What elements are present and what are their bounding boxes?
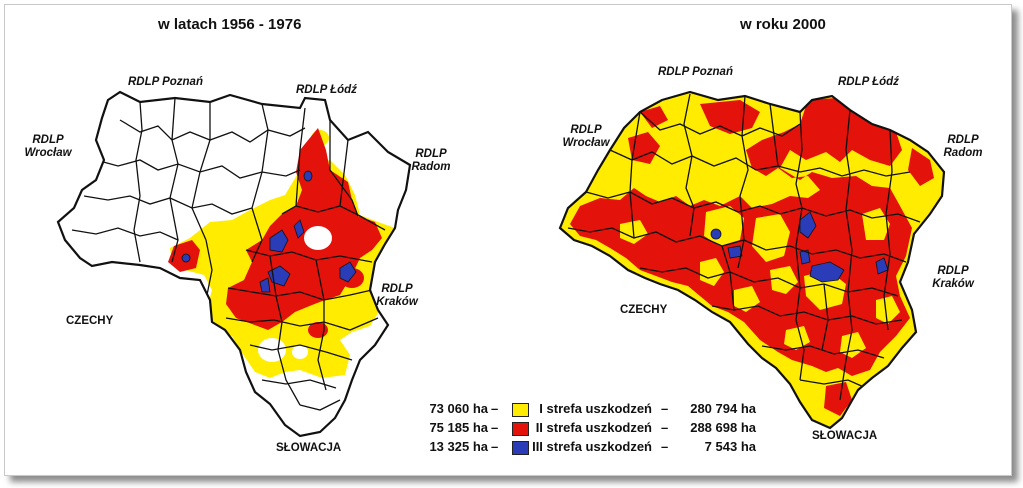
legend-row-zone-1: 73 060 ha – I strefa uszkodzeń – 280 794…: [384, 400, 784, 419]
legend-dash-left: –: [491, 439, 499, 454]
legend-zone-label: I strefa uszkodzeń: [539, 401, 652, 416]
legend-zone-label: II strefa uszkodzeń: [535, 420, 652, 435]
legend: 73 060 ha – I strefa uszkodzeń – 280 794…: [384, 400, 784, 457]
legend-dash-left: –: [491, 401, 499, 416]
legend-swatch-zone-3: [512, 441, 529, 455]
left-label-rdlp-wroclaw: RDLP Wrocław: [24, 134, 72, 159]
right-label-rdlp-krakow: RDLP Kraków: [932, 265, 974, 290]
left-label-rdlp-radom: RDLP Radom: [411, 148, 451, 173]
right-label-rdlp-radom: RDLP Radom: [943, 134, 983, 159]
legend-left-ha: 73 060 ha: [429, 401, 488, 416]
right-label-rdlp-poznan: RDLP Poznań: [658, 66, 733, 78]
left-label-rdlp-poznan: RDLP Poznań: [128, 76, 203, 88]
legend-left-ha: 75 185 ha: [429, 420, 488, 435]
right-label-rdlp-lodz: RDLP Łódź: [838, 76, 899, 88]
right-label-slowacja: SŁOWACJA: [812, 430, 878, 442]
right-label-rdlp-wroclaw: RDLP Wrocław: [562, 124, 610, 149]
legend-row-zone-3: 13 325 ha – III strefa uszkodzeń – 7 543…: [384, 438, 784, 457]
legend-dash-right: –: [661, 439, 669, 454]
left-map-title: w latach 1956 - 1976: [158, 16, 302, 33]
legend-right-ha: 288 698 ha: [690, 420, 756, 435]
legend-swatch-zone-2: [512, 422, 529, 436]
legend-swatch-zone-1: [512, 403, 529, 417]
legend-dash-left: –: [491, 420, 499, 435]
legend-dash-right: –: [661, 420, 669, 435]
right-label-czechy: CZECHY: [620, 304, 668, 316]
legend-row-zone-2: 75 185 ha – II strefa uszkodzeń – 288 69…: [384, 419, 784, 438]
legend-right-ha: 280 794 ha: [690, 401, 756, 416]
left-label-czechy: CZECHY: [66, 315, 114, 327]
legend-right-ha: 7 543 ha: [704, 439, 756, 454]
legend-dash-right: –: [661, 401, 669, 416]
legend-zone-label: III strefa uszkodzeń: [532, 439, 652, 454]
left-label-rdlp-krakow: RDLP Kraków: [376, 283, 418, 308]
left-label-slowacja: SŁOWACJA: [276, 442, 342, 454]
left-label-rdlp-lodz: RDLP Łódź: [296, 84, 357, 96]
right-map-title: w roku 2000: [740, 16, 826, 33]
legend-left-ha: 13 325 ha: [429, 439, 488, 454]
